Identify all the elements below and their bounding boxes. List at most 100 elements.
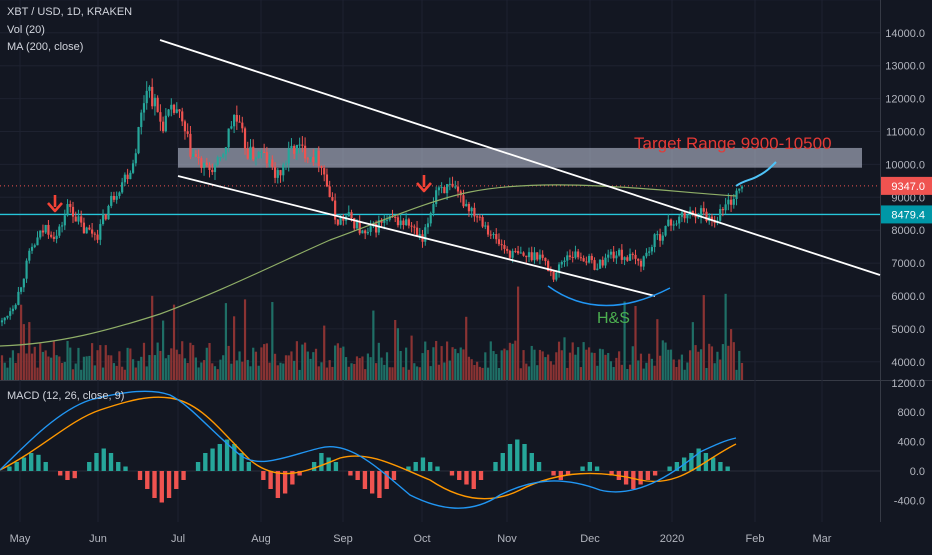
macd-histogram-bar <box>674 462 680 471</box>
candle-body <box>99 224 102 240</box>
volume-bar <box>312 352 315 380</box>
volume-bar <box>626 368 629 380</box>
volume-bar <box>112 363 116 380</box>
candle-body <box>80 216 83 223</box>
candle-body <box>527 252 531 258</box>
volume-bar <box>159 350 162 380</box>
volume-bar <box>77 347 80 380</box>
candle-body <box>47 224 50 235</box>
volume-bar <box>656 319 659 380</box>
volume-bar <box>364 369 367 380</box>
macd-histogram-bar <box>587 462 592 471</box>
candle-body <box>587 255 591 263</box>
candle-body <box>429 213 432 224</box>
arrow-head <box>416 182 432 193</box>
volume-bar <box>134 367 137 380</box>
macd-histogram-bar <box>536 462 542 471</box>
volume-bar <box>101 367 105 380</box>
volume-bar <box>658 355 662 380</box>
volume-bar <box>699 349 703 380</box>
legend-macd[interactable]: MACD (12, 26, close, 9) <box>7 390 125 402</box>
volume-bar <box>555 352 558 380</box>
candle-body <box>612 251 615 259</box>
candle-body <box>661 235 664 241</box>
candle-body <box>394 216 397 218</box>
candle-body <box>33 245 36 247</box>
candle-body <box>183 121 187 132</box>
volume-bar <box>47 356 50 380</box>
macd-histogram-bar <box>174 471 179 489</box>
volume-bar <box>538 349 542 380</box>
volume-bar <box>17 353 20 380</box>
legend-volume[interactable]: Vol (20) <box>7 24 45 36</box>
target-label: Target Range 9900-10500 <box>634 134 832 153</box>
candle-body <box>249 146 252 159</box>
candle-body <box>432 204 435 214</box>
candle-body <box>252 146 255 160</box>
candle-body <box>350 212 353 219</box>
candle-body <box>312 156 315 163</box>
volume-bar <box>421 353 424 380</box>
candle-body <box>574 251 577 258</box>
volume-bar <box>462 349 465 380</box>
candle-body <box>563 260 566 262</box>
candle-body <box>437 187 441 191</box>
volume-bar <box>175 349 178 380</box>
macd-histogram-bar <box>355 471 360 480</box>
macd-histogram-bar <box>558 471 563 480</box>
time-tick-label: May <box>10 533 31 545</box>
macd-histogram-bar <box>311 462 317 471</box>
volume-bar <box>418 367 421 380</box>
volume-bar <box>495 354 498 380</box>
volume-bar <box>336 343 339 380</box>
candle-body <box>686 215 689 219</box>
macd-histogram-bar <box>493 462 498 471</box>
macd-histogram-bar <box>195 462 201 471</box>
candle-body <box>675 223 678 225</box>
legend-symbol[interactable]: XBT / USD, 1D, KRAKEN <box>7 6 133 18</box>
volume-bar <box>82 356 86 380</box>
candle-body <box>478 216 481 218</box>
volume-bar <box>525 363 528 380</box>
volume-bar <box>241 361 244 380</box>
volume-bar <box>355 356 359 380</box>
candle-body <box>314 150 318 163</box>
candle-body <box>435 190 438 205</box>
volume-bar <box>118 351 121 380</box>
candle-body <box>525 255 528 258</box>
candle-body <box>355 221 359 229</box>
candle-body <box>9 311 12 316</box>
volume-bar <box>467 356 471 380</box>
macd-histogram-bar <box>348 471 353 476</box>
volume-bar <box>60 362 64 380</box>
macd-histogram-bar <box>718 462 723 471</box>
candle-body <box>536 252 539 260</box>
macd-tick-label: 400.0 <box>897 437 925 449</box>
volume-bar <box>372 310 375 380</box>
volume-bar <box>224 303 228 380</box>
volume-bar <box>574 354 577 380</box>
volume-bar <box>391 367 394 380</box>
candle-body <box>233 114 236 127</box>
candle-body <box>410 225 413 227</box>
candle-body <box>82 222 86 234</box>
candle-body <box>448 183 451 185</box>
legend-ma[interactable]: MA (200, close) <box>7 41 84 53</box>
candle-body <box>273 166 277 178</box>
macd-histogram-bar <box>58 471 63 476</box>
volume-bar <box>347 366 350 380</box>
candle-body <box>194 154 197 157</box>
macd-histogram-bar <box>108 453 114 471</box>
macd-tick-label: 800.0 <box>897 407 925 419</box>
macd-histogram-bar <box>551 471 556 476</box>
volume-bar <box>678 359 681 380</box>
volume-bar <box>186 363 189 380</box>
volume-bars <box>0 286 744 380</box>
candle-body <box>71 206 75 217</box>
macd-histogram-bar <box>471 471 476 489</box>
macd-histogram-bar <box>7 466 12 471</box>
volume-bar <box>497 368 501 380</box>
volume-bar <box>52 341 55 380</box>
price-tick-label: 9000.0 <box>891 192 925 204</box>
